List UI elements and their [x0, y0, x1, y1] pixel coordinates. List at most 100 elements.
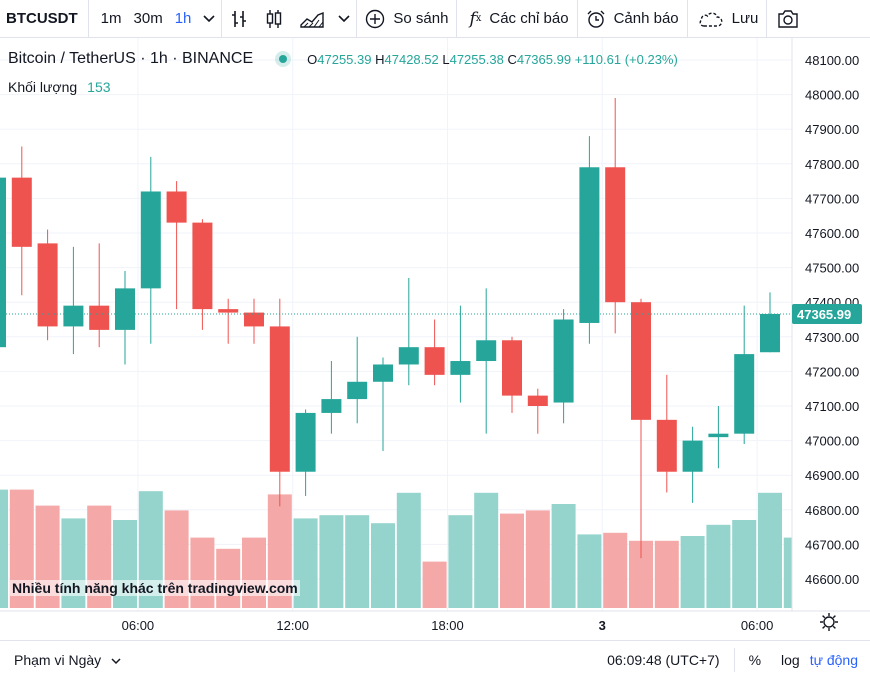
- bar-chart-type-icon[interactable]: [222, 0, 256, 38]
- timeframe-1h[interactable]: 1h: [174, 10, 192, 27]
- price-tick-label: 47100.00: [805, 399, 859, 414]
- price-tick-label: 47300.00: [805, 330, 859, 345]
- candle-body: [605, 167, 626, 303]
- candle-body: [89, 305, 110, 330]
- toolbar-divider: [576, 0, 578, 38]
- indicators-label: Các chỉ báo: [489, 10, 569, 27]
- tradingview-watermark[interactable]: Nhiều tính năng khác trên tradingview.co…: [10, 580, 300, 596]
- volume-bar: [474, 492, 499, 608]
- symbol-search[interactable]: BTCUSDT: [6, 10, 78, 27]
- volume-bar: [345, 515, 370, 608]
- price-tick-label: 47900.00: [805, 122, 859, 137]
- volume-label[interactable]: Khối lượng: [8, 79, 78, 95]
- chevron-down-icon: [111, 658, 121, 665]
- close-label: C: [507, 51, 517, 67]
- price-axis: 48100.00 48000.00 47900.00 47800.00 47700.00…: [791, 38, 870, 611]
- volume-bar: [448, 515, 473, 608]
- date-range-label: Phạm vi Ngày: [14, 652, 102, 668]
- candle-body: [321, 399, 342, 413]
- candle-body: [373, 364, 393, 382]
- auto-scale-toggle[interactable]: tự động: [809, 652, 858, 668]
- time-axis: 06:00 12:00 18:00 3 06:00: [0, 610, 870, 633]
- compare-label: So sánh: [393, 10, 449, 27]
- price-tick-label: 47700.00: [805, 191, 859, 206]
- volume-bar: [525, 510, 550, 608]
- clock-time[interactable]: 06:09:48 (UTC+7): [607, 652, 720, 668]
- candle-body: [11, 177, 32, 247]
- price-tick-label: 47600.00: [805, 226, 859, 241]
- settings-gear-icon[interactable]: [820, 613, 838, 631]
- time-tick-label: 18:00: [431, 618, 464, 633]
- price-tick-label: 47800.00: [805, 157, 859, 172]
- price-tick-label: 46900.00: [805, 468, 859, 483]
- camera-icon[interactable]: [767, 0, 809, 38]
- volume-bar: [0, 489, 8, 608]
- volume-bar: [732, 520, 757, 608]
- last-price-label: 47365.99: [792, 303, 862, 324]
- scale-tools: 06:09:48 (UTC+7) % log tự động: [597, 648, 870, 672]
- candle-body: [631, 302, 651, 420]
- alarm-clock-icon: [586, 9, 606, 29]
- chevron-down-icon[interactable]: [197, 0, 221, 38]
- candle-body: [450, 361, 471, 375]
- candle-body: [553, 319, 574, 403]
- time-tick-label: 12:00: [276, 618, 309, 633]
- area-chart-type-icon[interactable]: [292, 0, 332, 38]
- candle-body: [218, 309, 239, 313]
- plus-circle-icon: [365, 9, 385, 29]
- volume-bar: [371, 523, 395, 608]
- volume-bar: [500, 513, 524, 608]
- candle-body: [347, 381, 368, 400]
- percent-scale-toggle[interactable]: %: [748, 652, 762, 668]
- volume-bar: [242, 537, 266, 608]
- volume-bar: [551, 504, 576, 608]
- candle-body: [734, 354, 755, 434]
- timeframe-30m[interactable]: 30m: [133, 10, 163, 27]
- candle-body: [37, 243, 58, 327]
- volume-bar: [654, 540, 679, 608]
- save-button[interactable]: Lưu: [688, 0, 767, 38]
- high-label: H: [375, 51, 385, 67]
- toolbar-divider: [87, 0, 89, 38]
- toolbar-divider: [456, 0, 458, 38]
- volume-bar: [706, 524, 731, 608]
- candle-body: [295, 412, 316, 472]
- date-range-selector[interactable]: Phạm vi Ngày: [14, 652, 121, 668]
- toolbar-divider: [221, 0, 223, 38]
- price-axis-bg: [792, 38, 870, 611]
- volume-bar: [216, 548, 241, 608]
- volume-value: 153: [87, 79, 111, 95]
- candle-body: [424, 347, 445, 375]
- open-value: 47255.39: [317, 51, 372, 67]
- alerts-button[interactable]: Cảnh báo: [578, 0, 687, 38]
- volume-bar: [319, 515, 344, 608]
- timeframe-1m[interactable]: 1m: [100, 10, 122, 27]
- price-chart[interactable]: 48100.00 48000.00 47900.00 47800.00 47700.00…: [0, 38, 870, 640]
- toolbar-divider: [356, 0, 358, 38]
- candle-body: [166, 191, 187, 223]
- candle-body: [192, 222, 213, 310]
- close-value: 47365.99: [516, 51, 572, 67]
- candle-body: [760, 313, 780, 353]
- time-tick-label: 06:00: [741, 618, 774, 633]
- legend-title[interactable]: Bitcoin / TetherUS · 1h · BINANCE: [8, 50, 254, 67]
- svg-text:47365.99: 47365.99: [797, 307, 851, 322]
- price-tick-label: 47000.00: [805, 434, 859, 449]
- price-tick-label: 47500.00: [805, 261, 859, 276]
- candle-body: [269, 326, 290, 472]
- chevron-down-icon[interactable]: [332, 0, 356, 38]
- toolbar-divider: [766, 0, 768, 38]
- low-label: L: [442, 51, 450, 67]
- candle-body: [682, 440, 703, 472]
- price-tick-label: 46600.00: [805, 572, 859, 587]
- candles-chart-type-icon[interactable]: [256, 0, 292, 38]
- log-scale-toggle[interactable]: log: [781, 652, 800, 668]
- volume-bar: [190, 537, 215, 608]
- chart-grid: [0, 38, 792, 611]
- time-tick-label: 3: [599, 618, 606, 633]
- change-value: +110.61 (+0.23%): [574, 51, 678, 67]
- candle-body: [115, 288, 135, 330]
- compare-button[interactable]: So sánh: [357, 0, 456, 38]
